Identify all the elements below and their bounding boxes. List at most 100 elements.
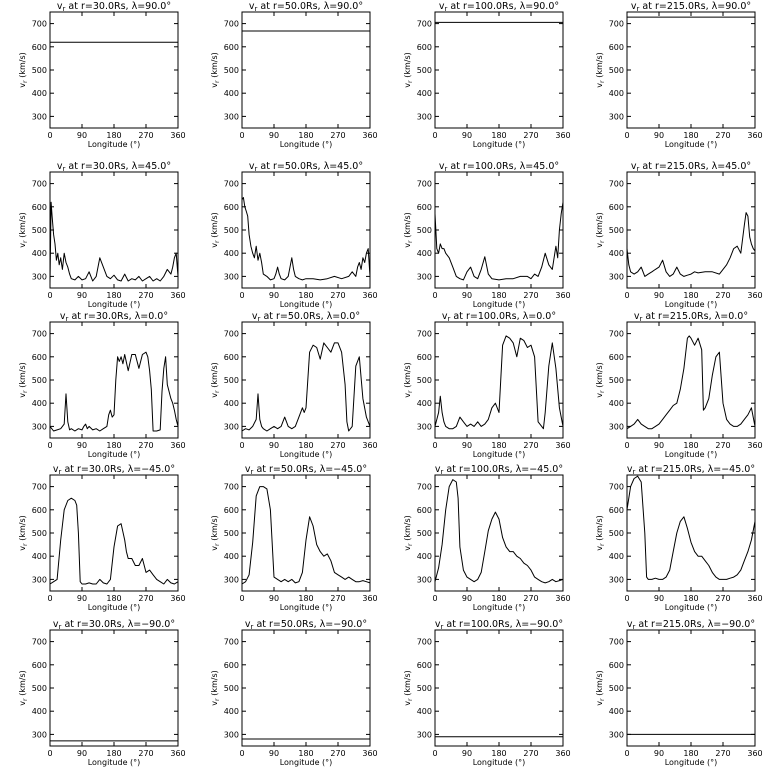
- x-axis-label: Longitude (°): [88, 758, 141, 767]
- x-tick-label: 0: [47, 131, 52, 140]
- x-axis-label: Longitude (°): [473, 300, 526, 309]
- y-axis-label: vr (km/s): [403, 670, 414, 706]
- y-tick-label: 300: [32, 730, 47, 739]
- chart-panel: vr at r=30.0Rs, λ=45.0° 0 90 180 270 360 300 40…: [18, 161, 186, 309]
- x-tick-label: 270: [138, 131, 153, 140]
- chart-panel: vr at r=100.0Rs, λ=−45.0° 0 90 180 270 360 300…: [403, 464, 571, 612]
- y-axis-label: vr (km/s): [210, 362, 221, 398]
- y-tick-label: 600: [609, 43, 624, 52]
- chart-title: vr at r=30.0Rs, λ=−45.0°: [53, 464, 175, 476]
- x-axis-label: Longitude (°): [665, 450, 718, 459]
- x-axis-label: Longitude (°): [473, 758, 526, 767]
- y-tick-label: 300: [224, 575, 239, 584]
- x-axis-label: Longitude (°): [473, 450, 526, 459]
- x-tick-label: 360: [555, 594, 570, 603]
- y-axis-label: vr (km/s): [210, 212, 221, 248]
- y-axis-label: vr (km/s): [595, 52, 606, 88]
- y-tick-label: 500: [32, 66, 47, 75]
- y-tick-label: 600: [609, 353, 624, 362]
- y-tick-label: 300: [32, 575, 47, 584]
- x-tick-label: 0: [47, 441, 52, 450]
- y-axis-label: vr (km/s): [595, 515, 606, 551]
- x-tick-label: 270: [330, 131, 345, 140]
- x-tick-label: 90: [654, 291, 664, 300]
- y-tick-label: 600: [32, 203, 47, 212]
- plot-frame: [241, 321, 371, 439]
- chart-panel: vr at r=50.0Rs, λ=−45.0° 0 90 180 270 360 300 4…: [210, 464, 378, 612]
- plot-frame: [49, 11, 179, 129]
- x-axis-label: Longitude (°): [88, 450, 141, 459]
- y-axis-label: vr (km/s): [595, 212, 606, 248]
- x-tick-label: 270: [523, 441, 538, 450]
- y-tick-label: 600: [417, 506, 432, 515]
- y-tick-label: 500: [417, 529, 432, 538]
- y-tick-label: 600: [609, 506, 624, 515]
- chart-panel: vr at r=215.0Rs, λ=45.0° 0 90 180 270 360 300 4…: [595, 161, 763, 309]
- x-tick-label: 360: [362, 131, 377, 140]
- x-tick-label: 360: [170, 131, 185, 140]
- y-tick-label: 600: [224, 43, 239, 52]
- x-tick-label: 360: [555, 131, 570, 140]
- x-tick-label: 0: [432, 441, 437, 450]
- x-tick-label: 360: [747, 291, 762, 300]
- y-tick-label: 400: [32, 89, 47, 98]
- chart-title: vr at r=215.0Rs, λ=90.0°: [631, 1, 751, 13]
- y-axis-label: vr (km/s): [18, 670, 29, 706]
- y-axis-label: vr (km/s): [403, 362, 414, 398]
- x-axis-label: Longitude (°): [665, 603, 718, 612]
- y-tick-label: 300: [417, 272, 432, 281]
- x-tick-label: 90: [462, 594, 472, 603]
- series-line: [434, 479, 564, 584]
- x-tick-label: 270: [523, 749, 538, 758]
- y-tick-label: 400: [32, 249, 47, 258]
- chart-panel: vr at r=30.0Rs, λ=−90.0° 0 90 180 270 360 300 4…: [18, 619, 186, 767]
- x-tick-label: 360: [170, 594, 185, 603]
- x-axis-label: Longitude (°): [88, 603, 141, 612]
- y-tick-label: 600: [224, 353, 239, 362]
- x-tick-label: 270: [523, 131, 538, 140]
- series-line: [49, 497, 179, 585]
- x-tick-label: 90: [654, 131, 664, 140]
- x-axis-label: Longitude (°): [280, 300, 333, 309]
- y-tick-label: 700: [609, 180, 624, 189]
- x-tick-label: 270: [523, 291, 538, 300]
- series-line: [241, 342, 371, 432]
- x-tick-label: 360: [362, 594, 377, 603]
- x-tick-label: 0: [239, 749, 244, 758]
- y-tick-label: 300: [417, 112, 432, 121]
- x-tick-label: 0: [47, 594, 52, 603]
- y-tick-label: 700: [32, 638, 47, 647]
- x-tick-label: 180: [683, 441, 698, 450]
- x-tick-label: 90: [269, 749, 279, 758]
- x-tick-label: 180: [491, 131, 506, 140]
- x-tick-label: 180: [106, 594, 121, 603]
- y-tick-label: 500: [32, 376, 47, 385]
- x-tick-label: 90: [654, 594, 664, 603]
- x-tick-label: 360: [362, 291, 377, 300]
- plot-frame: [49, 629, 179, 747]
- y-axis-label: vr (km/s): [210, 515, 221, 551]
- series-line: [241, 197, 371, 281]
- y-tick-label: 600: [224, 506, 239, 515]
- x-tick-label: 0: [432, 131, 437, 140]
- y-tick-label: 300: [609, 272, 624, 281]
- y-tick-label: 600: [417, 353, 432, 362]
- y-tick-label: 700: [609, 638, 624, 647]
- x-tick-label: 0: [47, 291, 52, 300]
- x-axis-label: Longitude (°): [665, 758, 718, 767]
- x-tick-label: 180: [298, 441, 313, 450]
- x-tick-label: 270: [715, 749, 730, 758]
- x-tick-label: 180: [298, 749, 313, 758]
- x-axis-label: Longitude (°): [473, 603, 526, 612]
- y-tick-label: 600: [32, 661, 47, 670]
- y-tick-label: 400: [224, 89, 239, 98]
- chart-panel: vr at r=215.0Rs, λ=0.0° 0 90 180 270 360 300 40…: [595, 311, 763, 459]
- y-tick-label: 400: [417, 552, 432, 561]
- y-tick-label: 400: [32, 552, 47, 561]
- chart-title: vr at r=30.0Rs, λ=45.0°: [57, 161, 171, 173]
- x-tick-label: 0: [624, 441, 629, 450]
- y-tick-label: 600: [417, 43, 432, 52]
- x-tick-label: 360: [362, 441, 377, 450]
- x-tick-label: 360: [555, 441, 570, 450]
- y-tick-label: 500: [609, 684, 624, 693]
